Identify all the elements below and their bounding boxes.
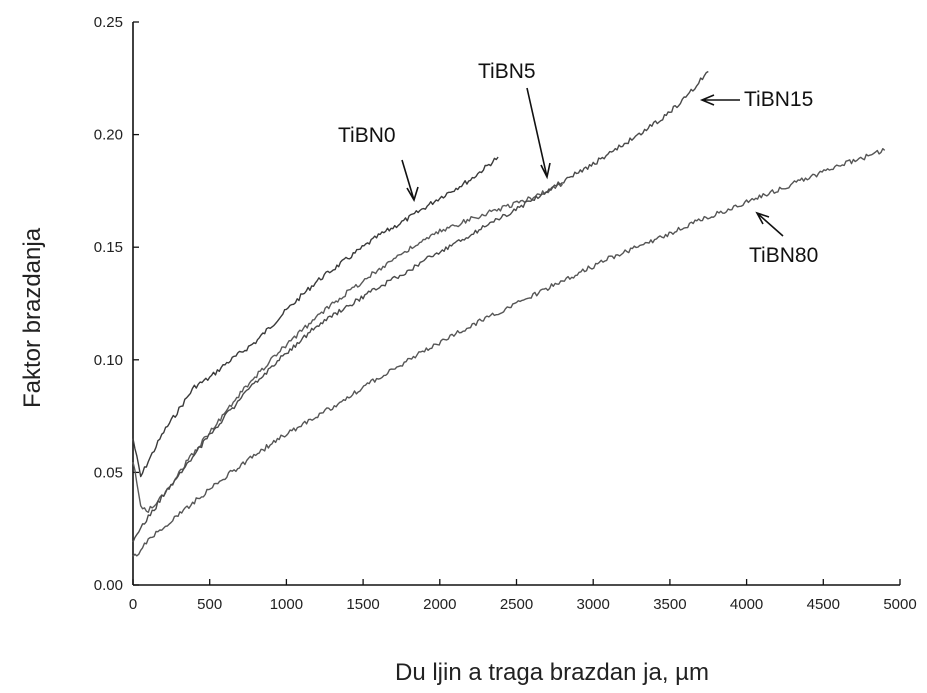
arrow-tibn5 bbox=[526, 87, 551, 180]
y-ticks: 0.00 0.05 0.10 0.15 0.20 0.25 bbox=[94, 14, 139, 594]
series-line-tibn0 bbox=[132, 156, 499, 478]
y-tick-label: 0.15 bbox=[94, 239, 123, 256]
annotation-tibn80: TiBN80 bbox=[749, 244, 818, 267]
series-line-tibn5 bbox=[132, 183, 564, 513]
x-tick-label: 2500 bbox=[500, 596, 533, 613]
series-line-tibn15 bbox=[132, 70, 709, 543]
series-line-tibn80 bbox=[132, 147, 886, 557]
x-tick-label: 4000 bbox=[730, 596, 763, 613]
annotations: TiBN0 TiBN5 TiBN15 TiBN80 bbox=[338, 60, 818, 267]
annotation-tibn15: TiBN15 bbox=[744, 88, 813, 111]
x-ticks: 0 500 1000 1500 2000 2500 3000 3500 4000 4500 5000 bbox=[129, 579, 917, 613]
y-tick-label: 0.25 bbox=[94, 14, 123, 31]
x-axis-title: Du ljin a traga brazdan ja, µm bbox=[395, 659, 709, 686]
y-tick-label: 0.20 bbox=[94, 127, 123, 144]
x-tick-label: 500 bbox=[197, 596, 222, 613]
x-tick-label: 3500 bbox=[653, 596, 686, 613]
annotation-tibn5: TiBN5 bbox=[478, 60, 536, 83]
x-tick-label: 1500 bbox=[346, 596, 379, 613]
x-tick-label: 0 bbox=[129, 596, 137, 613]
arrow-tibn15 bbox=[699, 94, 740, 106]
x-tick-label: 4500 bbox=[807, 596, 840, 613]
y-tick-label: 0.05 bbox=[94, 464, 123, 481]
series-group bbox=[132, 70, 886, 557]
y-tick-label: 0.10 bbox=[94, 352, 123, 369]
x-tick-label: 3000 bbox=[577, 596, 610, 613]
y-axis-title: Faktor brazdanja bbox=[19, 227, 46, 408]
x-tick-label: 2000 bbox=[423, 596, 456, 613]
annotation-tibn0: TiBN0 bbox=[338, 124, 396, 147]
y-tick-label: 0.00 bbox=[94, 577, 123, 594]
x-tick-label: 5000 bbox=[883, 596, 916, 613]
arrow-tibn0 bbox=[401, 159, 419, 202]
arrow-tibn80 bbox=[755, 211, 784, 237]
x-tick-label: 1000 bbox=[270, 596, 303, 613]
